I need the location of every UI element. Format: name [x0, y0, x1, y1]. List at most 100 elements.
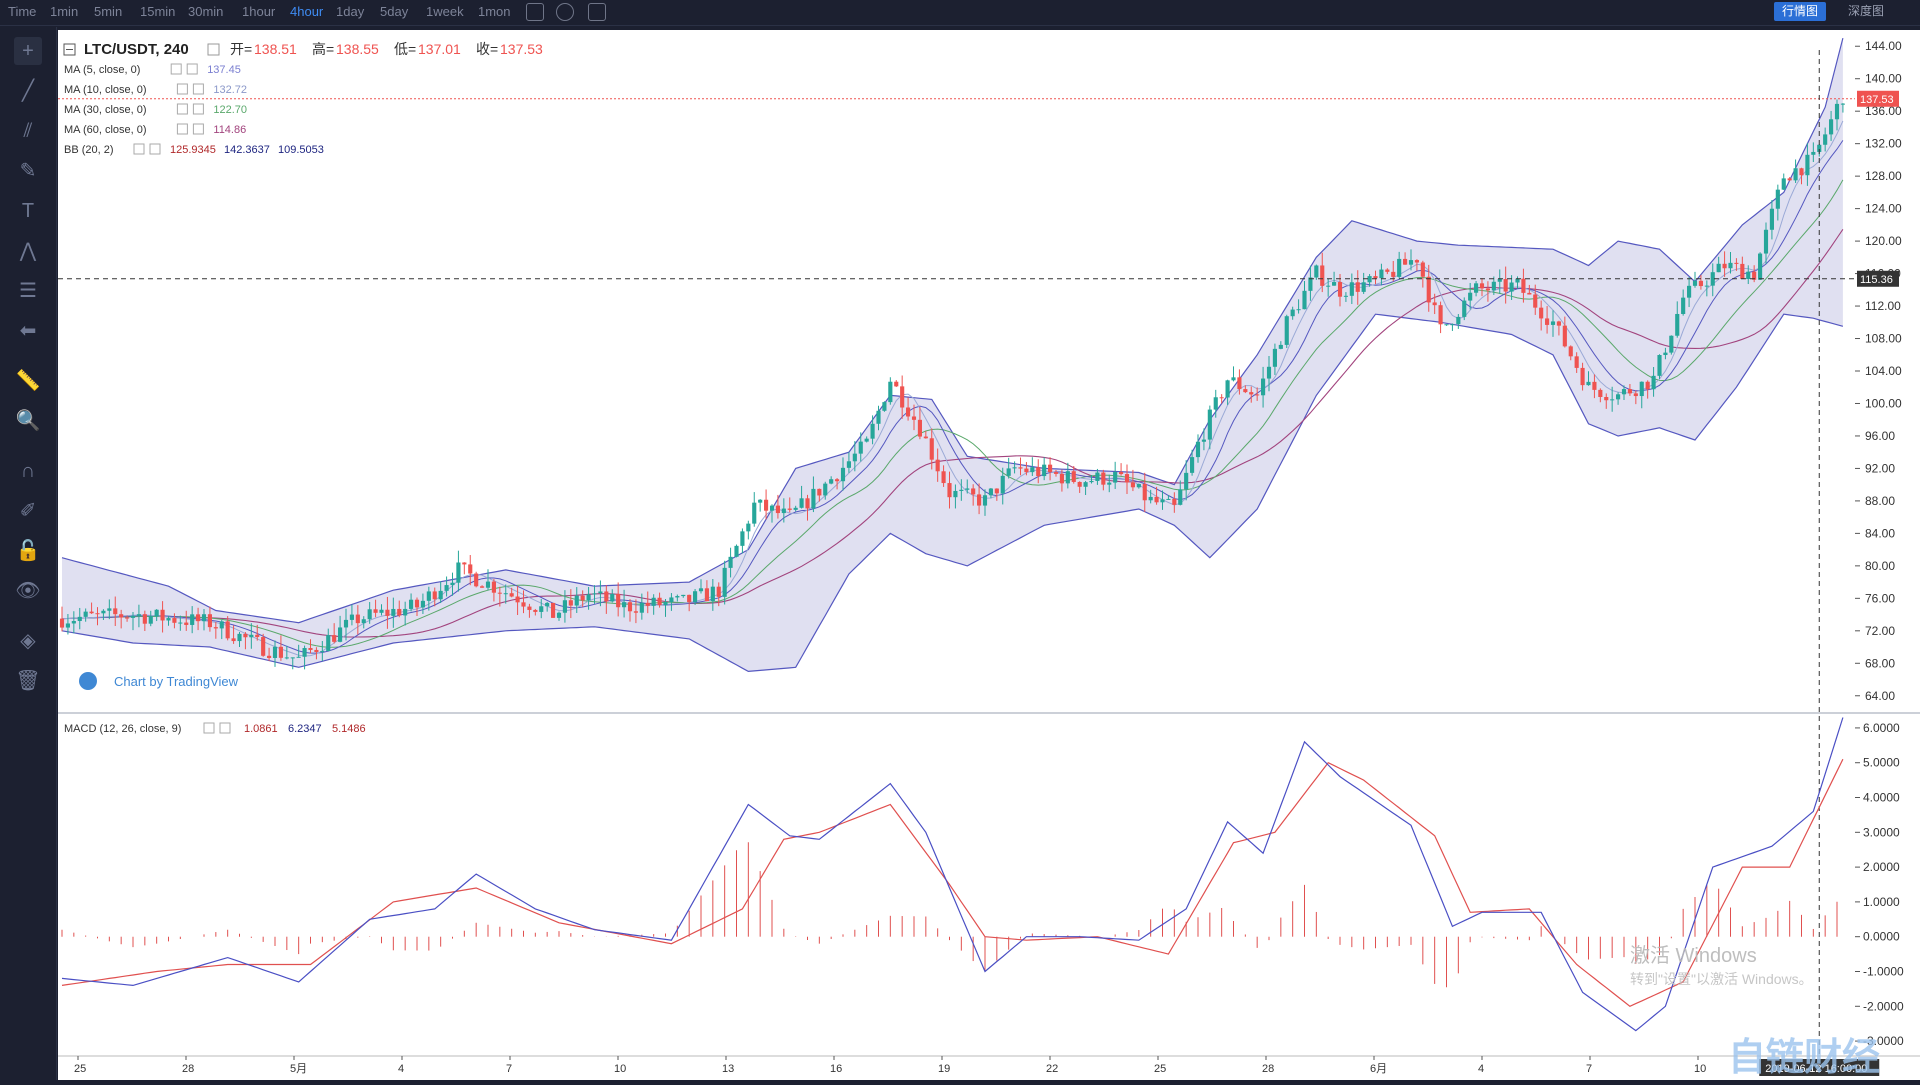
candle-body [793, 507, 798, 510]
pattern-icon[interactable]: ⋀ [19, 240, 37, 262]
candle-body [1136, 483, 1141, 488]
timeframe-1min[interactable]: 1min [50, 4, 79, 19]
candle-body [1426, 276, 1431, 303]
tab-0[interactable]: 行情图 [1774, 2, 1827, 21]
magnet-icon[interactable]: ∩ [20, 460, 36, 482]
candle-body [278, 646, 283, 658]
candle-body [1556, 321, 1561, 326]
price-axis: 64.00 68.00 72.00 76.00 80.00 84.00 88.00 92.00… [1855, 39, 1902, 703]
timeframe-1week[interactable]: 1week [426, 4, 464, 19]
candle-body [379, 609, 384, 613]
candle-body [858, 441, 863, 454]
brush-icon[interactable]: ✎ [19, 160, 37, 182]
trash-icon[interactable]: 🗑 [15, 670, 41, 692]
ruler-icon[interactable]: 📏 [15, 370, 41, 392]
candle-body [864, 438, 869, 442]
candle-body [1462, 300, 1467, 317]
candle-body [1692, 280, 1698, 286]
candle-body [698, 588, 704, 592]
candle-body [1024, 468, 1029, 473]
candle-body [515, 596, 520, 603]
candle-body [1621, 389, 1627, 395]
zoom-icon[interactable]: 🔍 [15, 410, 41, 432]
candle-body [1071, 471, 1076, 482]
candle-body [1225, 380, 1230, 398]
layers-icon[interactable]: ◈ [20, 630, 36, 652]
timeframe-15min[interactable]: 15min [140, 4, 176, 19]
timeframe-4hour[interactable]: 4hour [290, 4, 324, 19]
candle-body [1172, 498, 1177, 505]
timeframe-30min[interactable]: 30min [188, 4, 224, 19]
macd-tick-label: -1.0000 [1863, 964, 1904, 978]
candle-body [722, 567, 727, 597]
screenshot-icon[interactable] [588, 3, 606, 21]
candle-body [320, 650, 325, 652]
candle-body [663, 602, 668, 606]
fib-icon[interactable]: ☰ [19, 280, 37, 302]
candle-body [539, 606, 544, 612]
price-tick-label: 76.00 [1865, 591, 1895, 605]
lock-draw-icon[interactable]: ✐ [19, 500, 37, 522]
price-tick-label: 104.00 [1865, 364, 1902, 378]
candle-body [474, 573, 479, 587]
candle-body [231, 638, 236, 642]
tradingview-logo-icon [79, 672, 97, 690]
indicator-remove-icon [192, 103, 204, 115]
fork-icon[interactable]: ⫽ [23, 120, 33, 142]
time-tick-label: 22 [1046, 1063, 1058, 1075]
candle-body [681, 594, 686, 597]
unlock-icon[interactable]: 🔓 [15, 540, 41, 562]
candle-body [160, 609, 165, 621]
candle-body [509, 593, 514, 597]
candle-body [1474, 283, 1479, 293]
settings-icon[interactable] [556, 3, 574, 21]
tab-1[interactable]: 深度图 [1848, 4, 1885, 18]
candle-body [1515, 278, 1520, 283]
candle-body [172, 618, 177, 623]
chart-svg[interactable]: 64.00 68.00 72.00 76.00 80.00 84.00 88.00 92.00… [58, 30, 1920, 1080]
ma10-line [61, 120, 1844, 657]
time-tick-label: 5月 [290, 1063, 307, 1075]
macd-tick-label: 5.0000 [1863, 756, 1900, 770]
candle-body [917, 419, 922, 437]
candle-body [95, 613, 100, 615]
eye-icon[interactable]: 👁 [15, 580, 41, 602]
indicator-icon[interactable] [526, 3, 544, 21]
candle-body [302, 648, 307, 657]
candle-body [935, 459, 940, 472]
text-icon[interactable]: T [21, 200, 35, 222]
candle-body [136, 614, 141, 616]
candle-body [610, 593, 615, 602]
candle-body [604, 591, 609, 602]
candle-body [1355, 282, 1360, 292]
candle-body [1296, 309, 1301, 311]
collapse-icon [63, 43, 76, 56]
candle-body [272, 646, 278, 658]
timeframe-time[interactable]: Time [8, 4, 37, 19]
price-tick-label: 120.00 [1865, 234, 1902, 248]
candle-body [1829, 119, 1834, 135]
timeframe-1mon[interactable]: 1mon [478, 4, 511, 19]
trend-line-icon[interactable]: ╱ [21, 80, 35, 102]
candle-body [1527, 292, 1532, 295]
bollinger-band-fill [62, 38, 1843, 672]
last-price-label: 137.53 [1860, 94, 1894, 106]
legend: LTC/USDT, 240 开= 138.51 高= 138.55 低= 137.01 收= 1… [63, 41, 543, 156]
candle-body [1113, 472, 1118, 483]
candle-body [1101, 472, 1106, 485]
timeframe-5min[interactable]: 5min [94, 4, 123, 19]
macd-tick-label: 2.0000 [1863, 860, 1900, 874]
candle-body [1048, 464, 1053, 473]
timeframe-5day[interactable]: 5day [380, 4, 409, 19]
candle-body [1207, 409, 1212, 440]
crosshair-icon[interactable]: + [14, 37, 42, 65]
timeframe-1day[interactable]: 1day [336, 4, 365, 19]
candle-body [817, 488, 822, 496]
candle-body [687, 594, 692, 603]
time-tick-label: 4 [1478, 1063, 1484, 1075]
timeframe-1hour[interactable]: 1hour [242, 4, 276, 19]
chart-area[interactable]: 64.00 68.00 72.00 76.00 80.00 84.00 88.00 92.00… [58, 30, 1920, 1080]
back-arrow-icon[interactable]: ⬅ [19, 320, 37, 342]
candle-body [1734, 262, 1739, 264]
candle-body [1468, 292, 1473, 301]
